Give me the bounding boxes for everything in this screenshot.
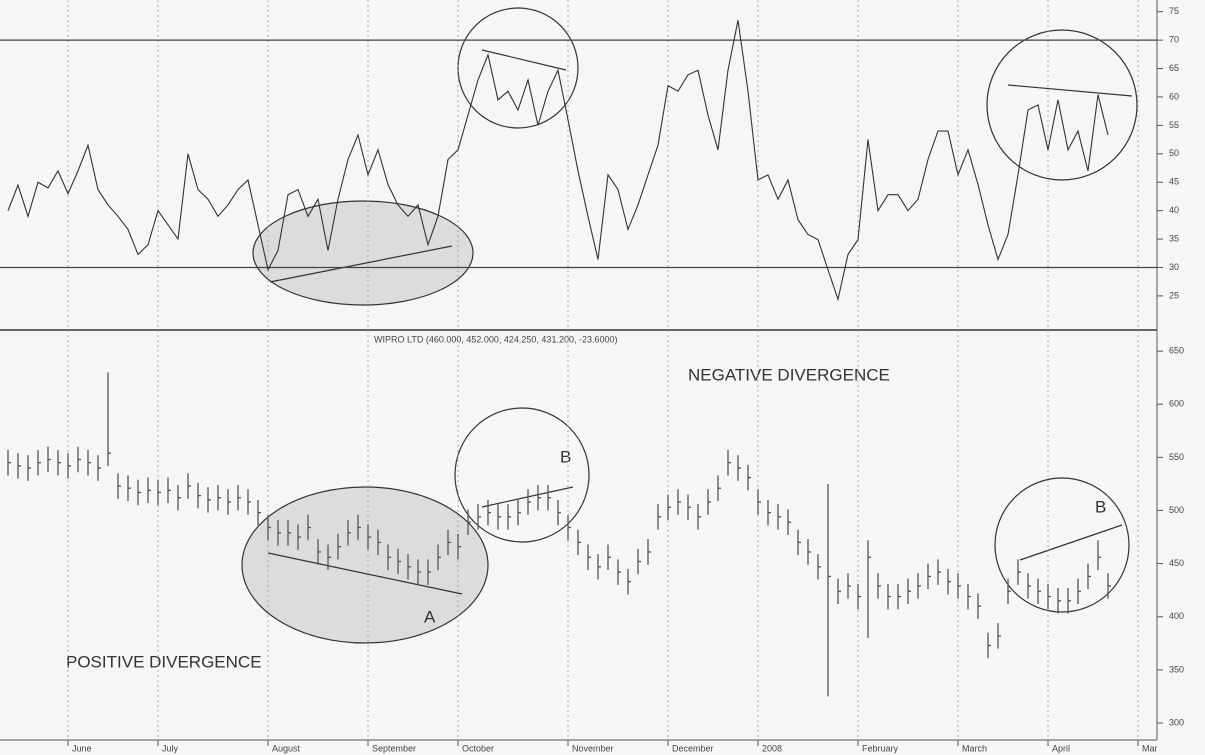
y-tick-label: 45 xyxy=(1169,177,1179,187)
x-tick-label: December xyxy=(672,743,714,753)
y-tick-label: 60 xyxy=(1169,91,1179,101)
circle xyxy=(454,407,590,543)
y-tick-label: 65 xyxy=(1169,63,1179,73)
annotation: B xyxy=(1095,497,1106,516)
y-tick-label: 300 xyxy=(1169,717,1184,727)
annotation: POSITIVE DIVERGENCE xyxy=(66,652,262,671)
trend-line xyxy=(269,245,453,283)
x-tick-label: June xyxy=(72,743,92,753)
trend-line xyxy=(1007,84,1133,97)
annotation: A xyxy=(424,607,436,626)
trend-line xyxy=(267,552,463,595)
y-tick-label: 40 xyxy=(1169,205,1179,215)
x-tick-label: September xyxy=(372,743,416,753)
y-tick-label: 350 xyxy=(1169,664,1184,674)
x-tick-label: March xyxy=(962,743,987,753)
y-tick-label: 35 xyxy=(1169,233,1179,243)
circle xyxy=(994,477,1130,613)
rsi-line xyxy=(7,20,1109,302)
y-tick-label: 30 xyxy=(1169,262,1179,272)
x-tick-label: August xyxy=(272,743,301,753)
y-tick-label: 550 xyxy=(1169,452,1184,462)
y-tick-label: 600 xyxy=(1169,399,1184,409)
trend-line xyxy=(1019,524,1123,561)
chart-title: WIPRO LTD (460.000, 452.000, 424.250, 43… xyxy=(374,334,618,344)
y-tick-label: 25 xyxy=(1169,290,1179,300)
x-tick-label: October xyxy=(462,743,494,753)
y-tick-label: 400 xyxy=(1169,611,1184,621)
x-tick-label: July xyxy=(162,743,179,753)
y-tick-label: 50 xyxy=(1169,148,1179,158)
trend-line xyxy=(481,49,567,71)
x-tick-label: 2008 xyxy=(762,743,782,753)
y-tick-label: 75 xyxy=(1169,6,1179,16)
y-tick-label: 650 xyxy=(1169,346,1184,356)
x-tick-label: April xyxy=(1052,743,1070,753)
circle xyxy=(986,29,1138,181)
annotation: NEGATIVE DIVERGENCE xyxy=(688,365,890,384)
annotation: B xyxy=(560,447,571,466)
annotation-shapes xyxy=(241,7,1138,644)
y-tick-label: 500 xyxy=(1169,505,1184,515)
x-tick-label: February xyxy=(862,743,899,753)
y-tick-label: 55 xyxy=(1169,120,1179,130)
ellipse xyxy=(241,486,489,644)
x-tick-label: November xyxy=(572,743,614,753)
x-tick-label: Mar xyxy=(1142,743,1158,753)
ellipse xyxy=(252,200,474,306)
circle xyxy=(457,7,579,129)
y-tick-label: 70 xyxy=(1169,34,1179,44)
y-tick-label: 450 xyxy=(1169,558,1184,568)
